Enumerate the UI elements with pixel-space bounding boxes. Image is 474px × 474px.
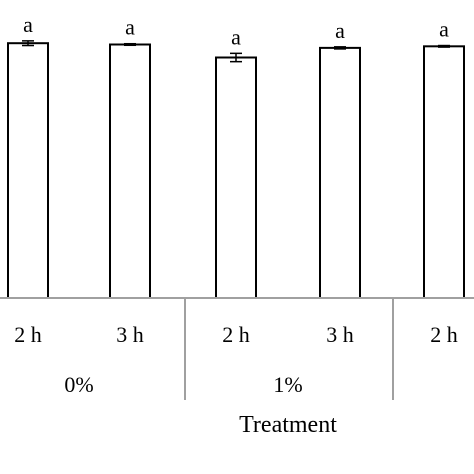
significance-label: a [23, 12, 33, 37]
x-axis [0, 297, 474, 400]
x-tick-label: 3 h [326, 322, 354, 347]
x-tick-label: 2 h [430, 322, 458, 347]
group-label: 1% [273, 372, 302, 397]
error-bar [124, 42, 136, 47]
significance-label: a [439, 17, 449, 42]
error-bar [22, 40, 34, 47]
x-tick-label: 2 h [222, 322, 250, 347]
bar [319, 46, 361, 299]
x-axis-title: Treatment [239, 412, 337, 438]
bars-layer [7, 40, 465, 300]
significance-label: a [335, 18, 345, 43]
x-tick-label: 2 h [14, 322, 42, 347]
x-tick-label: 3 h [116, 322, 144, 347]
group-label: 0% [64, 372, 93, 397]
significance-label: a [231, 24, 241, 49]
bar [109, 43, 151, 299]
bar [7, 42, 49, 300]
bar [423, 45, 465, 299]
error-bar [230, 52, 242, 63]
error-bar [438, 44, 450, 48]
error-bar [334, 46, 346, 50]
labels-layer: a 2 h a 3 h a 2 h a 3 h a 2 h 0% 1% [14, 12, 458, 397]
significance-label: a [125, 15, 135, 40]
bar [215, 56, 257, 299]
